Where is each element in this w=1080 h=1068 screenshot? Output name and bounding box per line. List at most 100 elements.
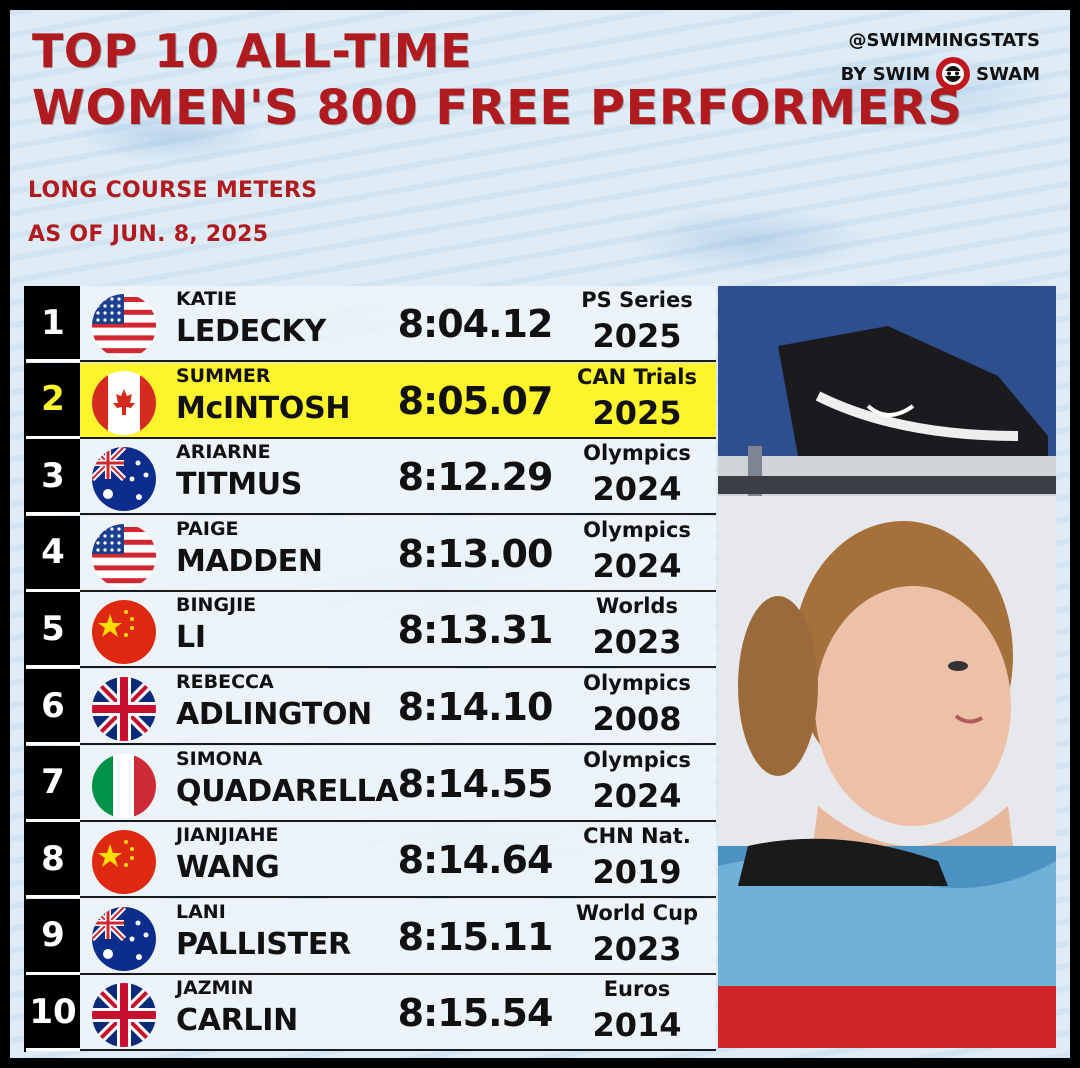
- canada-flag-icon: [92, 370, 156, 435]
- table-row: 5 BINGJIE LI 8:13.31 Worlds 2023: [26, 592, 716, 669]
- table-row: 1 KATIE LEDECKY 8:04.12 PS Series 2025: [26, 286, 716, 362]
- last-name: LEDECKY: [176, 314, 326, 349]
- row-body: KATIE LEDECKY 8:04.12 PS Series 2025: [80, 286, 716, 362]
- meet-name: CAN Trials: [577, 364, 697, 389]
- meet-year: 2025: [592, 317, 682, 355]
- last-name: TITMUS: [176, 467, 303, 503]
- meet-name: Olympics: [583, 517, 691, 542]
- row-body: ARIARNE TITMUS 8:12.29 Olympics 2024: [80, 439, 716, 516]
- australia-flag-icon: [92, 906, 156, 971]
- swim-time: 8:14.10: [397, 685, 554, 729]
- meet-year: 2024: [592, 776, 682, 815]
- rank-number: 9: [26, 898, 80, 975]
- swim-time: 8:15.54: [397, 991, 554, 1036]
- row-body: JAZMIN CARLIN 8:15.54 Euros 2014: [80, 975, 716, 1052]
- last-name: QUADARELLA: [176, 773, 399, 809]
- rank-number: 8: [26, 822, 80, 899]
- last-name: WANG: [176, 850, 280, 886]
- last-name: MADDEN: [176, 543, 323, 579]
- brand-handle: @SWIMMINGSTATS: [848, 30, 1041, 51]
- meet-name: Olympics: [583, 441, 691, 466]
- meet-name: PS Series: [581, 288, 693, 312]
- rank-number: 4: [26, 515, 80, 592]
- brand-credit: @SWIMMINGSTATS BY SWIM SWAM: [841, 30, 1040, 91]
- rank-number: 7: [26, 745, 80, 822]
- swim-time: 8:04.12: [397, 302, 554, 346]
- first-name: JIANJIAHE: [176, 824, 279, 847]
- uk-flag-icon: [92, 983, 156, 1048]
- meet-name: World Cup: [575, 900, 699, 925]
- swim-time: 8:12.29: [397, 455, 554, 500]
- rank-number: 5: [26, 592, 80, 669]
- swimswam-logo-icon: [936, 57, 971, 91]
- row-body: SIMONA QUADARELLA 8:14.55 Olympics 2024: [80, 745, 716, 822]
- rank-number: 3: [26, 439, 80, 516]
- first-name: SUMMER: [176, 364, 271, 387]
- meet-year: 2019: [592, 853, 682, 892]
- china-flag-icon: [92, 830, 156, 895]
- meet-name: CHN Nat.: [583, 824, 691, 849]
- italy-flag-icon: [92, 753, 156, 818]
- first-name: BINGJIE: [176, 594, 257, 617]
- meet-year: 2023: [592, 929, 682, 968]
- brand-line: BY SWIM SWAM: [841, 57, 1040, 91]
- first-name: REBECCA: [176, 671, 274, 693]
- meet-year: 2008: [592, 700, 682, 738]
- table-row: 7 SIMONA QUADARELLA 8:14.55 Olympics 2024: [26, 745, 716, 822]
- first-name: ARIARNE: [176, 441, 271, 464]
- brand-name: SWAM: [976, 63, 1040, 85]
- brand-by: BY SWIM: [840, 63, 931, 85]
- meet-name: Worlds: [596, 594, 678, 619]
- as-of-date: AS OF JUN. 8, 2025: [28, 222, 269, 247]
- rank-number: 1: [26, 286, 80, 362]
- table-row: 9 LANI PALLISTER 8:15.11 World Cup 2023: [26, 898, 716, 975]
- row-body: PAIGE MADDEN 8:13.00 Olympics 2024: [80, 515, 716, 592]
- row-body: BINGJIE LI 8:13.31 Worlds 2023: [80, 592, 716, 669]
- title-line-2: WOMEN'S 800 FREE PERFORMERS: [32, 80, 963, 136]
- australia-flag-icon: [92, 447, 156, 512]
- last-name: PALLISTER: [176, 926, 351, 962]
- first-name: KATIE: [176, 288, 237, 310]
- meet-year: 2023: [592, 623, 682, 662]
- swim-time: 8:05.07: [397, 378, 554, 423]
- rank-number: 10: [26, 975, 80, 1052]
- row-body: LANI PALLISTER 8:15.11 World Cup 2023: [80, 898, 716, 975]
- title-line-1: TOP 10 ALL-TIME: [32, 24, 472, 78]
- athlete-photo: [718, 286, 1056, 1048]
- meet-year: 2014: [592, 1006, 682, 1045]
- pool-water-background: TOP 10 ALL-TIME WOMEN'S 800 FREE PERFORM…: [10, 10, 1070, 1058]
- table-row: 6 REBECCA ADLINGTON 8:14.10 Olympics 2008: [26, 669, 716, 745]
- meet-year: 2025: [592, 393, 682, 432]
- first-name: PAIGE: [176, 517, 239, 540]
- rank-number: 2: [26, 362, 80, 439]
- page-title: TOP 10 ALL-TIME WOMEN'S 800 FREE PERFORM…: [32, 24, 962, 138]
- china-flag-icon: [92, 600, 156, 665]
- row-body: SUMMER McINTOSH 8:05.07 CAN Trials 2025: [80, 362, 716, 439]
- first-name: SIMONA: [176, 747, 263, 770]
- meet-name: Olympics: [583, 671, 691, 695]
- meet-year: 2024: [592, 546, 682, 585]
- table-row: 8 JIANJIAHE WANG 8:14.64 CHN Nat. 2019: [26, 822, 716, 899]
- first-name: LANI: [176, 900, 226, 923]
- uk-flag-icon: [92, 677, 156, 741]
- rankings-table: 1 KATIE LEDECKY 8:04.12 PS Series 2025 2 SUMMER…: [24, 286, 716, 1052]
- meet-year: 2024: [592, 470, 682, 509]
- row-body: REBECCA ADLINGTON 8:14.10 Olympics 2008: [80, 669, 716, 745]
- table-row: 3 ARIARNE TITMUS 8:12.29 Olympics 2024: [26, 439, 716, 516]
- swim-time: 8:13.00: [397, 531, 554, 576]
- table-row: 2 SUMMER McINTOSH 8:05.07 CAN Trials 2025: [26, 362, 716, 439]
- swim-time: 8:13.31: [397, 608, 554, 653]
- last-name: CARLIN: [176, 1003, 298, 1039]
- first-name: JAZMIN: [176, 977, 254, 1000]
- last-name: McINTOSH: [176, 390, 351, 426]
- last-name: ADLINGTON: [176, 697, 372, 732]
- usa-flag-icon: [92, 294, 156, 358]
- course-subtitle: LONG COURSE METERS: [28, 178, 318, 203]
- row-body: JIANJIAHE WANG 8:14.64 CHN Nat. 2019: [80, 822, 716, 899]
- meet-name: Euros: [603, 977, 671, 1002]
- usa-flag-icon: [92, 523, 156, 588]
- rank-number: 6: [26, 669, 80, 745]
- table-row: 10 JAZMIN CARLIN 8:15.54 Euros 2014: [26, 975, 716, 1052]
- meet-name: Olympics: [583, 747, 691, 772]
